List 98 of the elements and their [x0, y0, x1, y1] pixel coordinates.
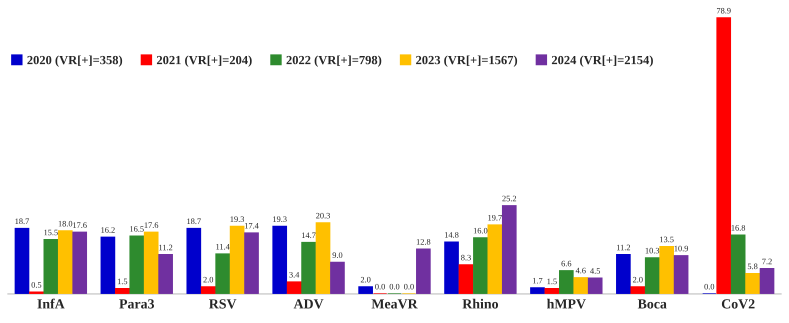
data-label: 10.9 — [674, 246, 688, 252]
data-label: 0.0 — [390, 284, 400, 290]
x-tick-label: hMPV — [547, 298, 586, 309]
data-label: 2.0 — [203, 276, 214, 282]
data-label: 11.2 — [616, 244, 630, 250]
data-label: 7.2 — [762, 258, 772, 264]
legend-label: 2023 (VR[+]=1567) — [416, 56, 518, 67]
bar — [100, 236, 116, 294]
data-label: 5.8 — [748, 264, 758, 270]
data-label: 0.0 — [704, 284, 714, 290]
x-tick-label: Boca — [638, 299, 667, 309]
data-label: 17.6 — [144, 222, 158, 228]
data-label: 11.2 — [159, 244, 172, 250]
data-label: 1.7 — [532, 278, 542, 284]
bar — [674, 255, 688, 294]
data-label: 2.0 — [360, 276, 371, 282]
bar — [286, 281, 302, 294]
bar — [215, 253, 230, 294]
data-label: 16.8 — [732, 225, 746, 231]
data-label: 0.0 — [404, 284, 414, 290]
data-label: 19.3 — [273, 216, 287, 222]
data-label: 1.5 — [118, 278, 128, 284]
bar — [458, 264, 474, 294]
bar — [186, 228, 202, 294]
x-tick-label: RSV — [209, 299, 236, 309]
data-label: 18.0 — [58, 220, 72, 227]
bar — [716, 17, 732, 294]
bar — [760, 268, 774, 294]
data-label: 12.8 — [416, 239, 430, 245]
bar — [72, 232, 88, 294]
bar — [200, 286, 216, 294]
x-tick-label: InfA — [37, 298, 65, 308]
bar — [644, 257, 660, 294]
x-tick-label: Rhino — [462, 298, 498, 309]
data-label: 4.6 — [576, 268, 586, 274]
legend-label: 2021 (VR[+]=204) — [156, 56, 252, 67]
data-label: 19.3 — [230, 216, 244, 222]
legend-label: 2022 (VR[+]=798) — [286, 56, 382, 67]
bar — [301, 242, 316, 294]
x-tick-label: MeaVR — [372, 299, 418, 309]
data-label: 8.3 — [461, 254, 471, 260]
bar — [416, 248, 431, 294]
bar — [488, 224, 502, 294]
data-label: 10.3 — [646, 248, 660, 254]
x-tick-label: Para3 — [119, 299, 154, 309]
x-tick-label: CoV2 — [722, 299, 755, 309]
x-tick-label: ADV — [294, 299, 324, 309]
data-label: 16.0 — [474, 228, 488, 234]
data-label: 0.0 — [375, 284, 385, 290]
data-label: 6.6 — [561, 260, 572, 266]
data-label: 20.3 — [316, 212, 330, 218]
data-label: 18.7 — [187, 218, 201, 224]
bar — [444, 241, 459, 294]
bar — [745, 272, 760, 294]
bar — [158, 254, 173, 294]
data-label: 0.5 — [32, 282, 42, 288]
data-label: 2.0 — [632, 276, 643, 282]
bar — [558, 270, 574, 294]
bar — [316, 222, 330, 294]
bar — [573, 277, 588, 294]
data-label: 3.4 — [289, 272, 300, 278]
bar — [58, 230, 73, 294]
bar — [544, 288, 560, 294]
bar — [530, 287, 545, 294]
bar — [230, 226, 244, 294]
bar — [502, 205, 517, 294]
legend-label: 2024 (VR[+]=2154) — [552, 56, 653, 67]
bar — [129, 236, 144, 294]
data-label: 11.4 — [216, 244, 230, 250]
bar — [14, 228, 30, 294]
bar — [244, 232, 259, 294]
bar — [114, 288, 130, 294]
bar — [358, 286, 373, 294]
bar — [616, 254, 631, 294]
data-label: 19.7 — [488, 214, 502, 221]
bar — [144, 232, 159, 294]
data-label: 4.5 — [590, 268, 600, 274]
data-label: 17.6 — [73, 222, 87, 228]
bar — [588, 277, 603, 294]
bar — [473, 237, 488, 294]
data-label: 78.9 — [716, 8, 731, 14]
data-label: 1.5 — [547, 278, 557, 284]
data-label: 14.8 — [444, 232, 459, 238]
data-label: 15.5 — [44, 230, 58, 236]
bar — [272, 226, 288, 294]
data-label: 18.7 — [15, 218, 30, 224]
data-label: 13.5 — [660, 236, 674, 242]
bar — [730, 234, 746, 294]
bar — [44, 239, 58, 294]
bar — [330, 262, 345, 294]
data-label: 25.2 — [502, 196, 516, 202]
data-label: 16.2 — [101, 227, 115, 233]
legend-label: 2020 (VR[+]=358) — [27, 56, 122, 67]
bar — [659, 246, 674, 294]
bar — [630, 286, 646, 294]
data-label: 16.5 — [130, 226, 144, 232]
data-label: 17.4 — [244, 223, 259, 229]
data-label: 9.0 — [332, 252, 342, 258]
